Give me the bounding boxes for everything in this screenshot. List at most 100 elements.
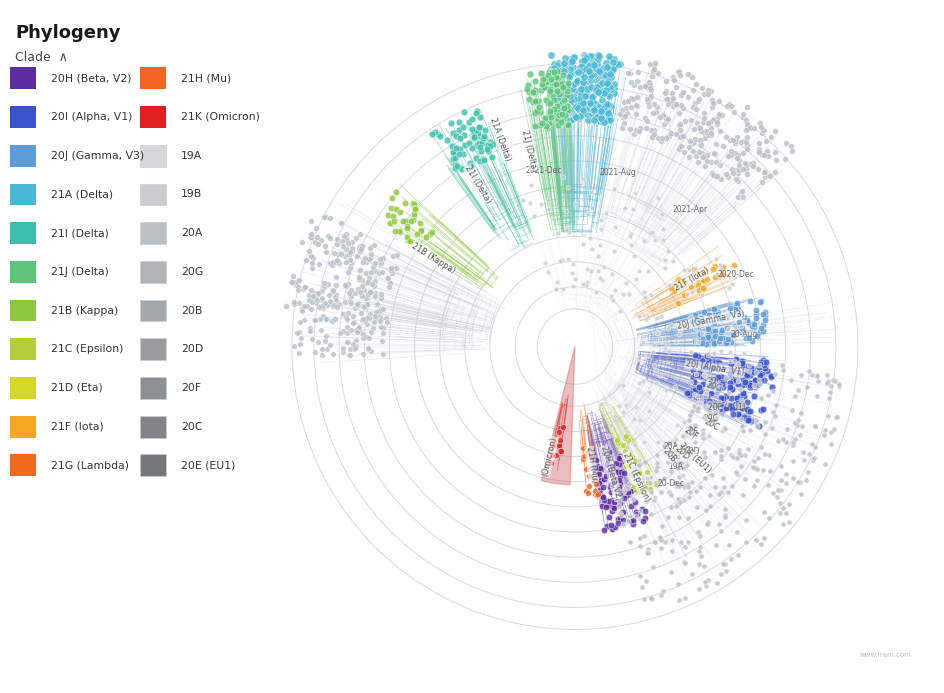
Point	[367, 290, 382, 301]
Point	[613, 471, 628, 482]
Point	[658, 114, 673, 125]
Point	[575, 98, 590, 109]
Point	[624, 483, 639, 494]
Point	[331, 299, 346, 310]
Point	[485, 139, 500, 150]
Point	[742, 159, 757, 170]
Point	[705, 362, 720, 374]
Point	[626, 414, 641, 425]
Point	[786, 417, 801, 428]
Point	[595, 80, 610, 91]
Point	[733, 319, 749, 331]
Point	[690, 337, 705, 348]
Point	[301, 295, 316, 306]
Point	[748, 367, 763, 378]
Point	[697, 362, 712, 373]
Point	[574, 109, 589, 121]
Point	[795, 446, 810, 457]
Point	[531, 107, 547, 118]
Point	[682, 135, 697, 146]
Point	[526, 211, 541, 222]
Point	[360, 299, 375, 310]
Point	[648, 378, 663, 389]
Point	[575, 173, 590, 184]
Point	[752, 405, 767, 416]
Point	[418, 231, 433, 243]
Point	[582, 69, 598, 80]
Point	[603, 419, 618, 430]
Point	[345, 236, 360, 247]
Point	[635, 235, 650, 246]
Point	[567, 274, 582, 285]
Point	[647, 537, 662, 548]
Point	[765, 407, 780, 418]
Point	[582, 98, 598, 109]
Point	[554, 60, 569, 71]
Point	[573, 83, 588, 94]
Point	[664, 534, 679, 545]
Point	[314, 349, 329, 360]
Point	[717, 565, 733, 577]
Point	[296, 300, 312, 311]
Point	[529, 105, 544, 116]
Point	[706, 308, 721, 319]
Point	[739, 396, 754, 407]
Point	[736, 316, 751, 327]
Point	[680, 537, 695, 548]
Point	[307, 236, 322, 247]
Point	[341, 254, 356, 265]
Point	[774, 502, 789, 514]
Point	[339, 328, 354, 339]
Point	[291, 281, 306, 292]
Point	[335, 308, 350, 319]
Point	[704, 115, 719, 126]
Point	[584, 60, 599, 71]
Point	[733, 137, 748, 148]
Point	[655, 473, 670, 484]
Point	[400, 234, 415, 245]
Point	[606, 284, 621, 295]
Point	[663, 465, 678, 476]
Point	[552, 117, 567, 128]
Point	[309, 231, 324, 243]
Point	[476, 155, 491, 166]
Point	[706, 337, 721, 349]
Point	[620, 482, 635, 493]
Point	[756, 360, 771, 371]
Point	[585, 102, 600, 113]
Point	[722, 367, 737, 378]
Point	[471, 122, 486, 133]
Point	[689, 369, 704, 380]
Point	[329, 234, 345, 245]
Point	[383, 263, 398, 274]
Point	[534, 117, 549, 128]
Point	[663, 128, 678, 139]
Point	[723, 150, 738, 161]
Point	[685, 138, 700, 149]
Point	[551, 89, 566, 100]
Point	[543, 457, 558, 468]
Point	[578, 63, 593, 74]
Point	[737, 157, 752, 168]
Point	[620, 68, 635, 79]
Point	[605, 64, 620, 76]
Point	[547, 440, 562, 451]
Point	[808, 370, 823, 381]
Point	[677, 542, 692, 553]
Point	[748, 417, 763, 428]
Point	[705, 401, 720, 412]
Point	[346, 344, 361, 355]
Point	[387, 225, 402, 236]
Point	[376, 322, 391, 333]
Point	[701, 309, 716, 320]
Point	[698, 126, 713, 137]
Point	[351, 272, 366, 283]
Point	[565, 68, 581, 79]
Point	[649, 449, 665, 460]
Point	[545, 85, 560, 96]
Point	[381, 218, 396, 229]
Text: 20A: 20A	[663, 441, 678, 450]
Point	[445, 153, 460, 164]
Point	[632, 123, 647, 134]
Point	[649, 102, 664, 113]
